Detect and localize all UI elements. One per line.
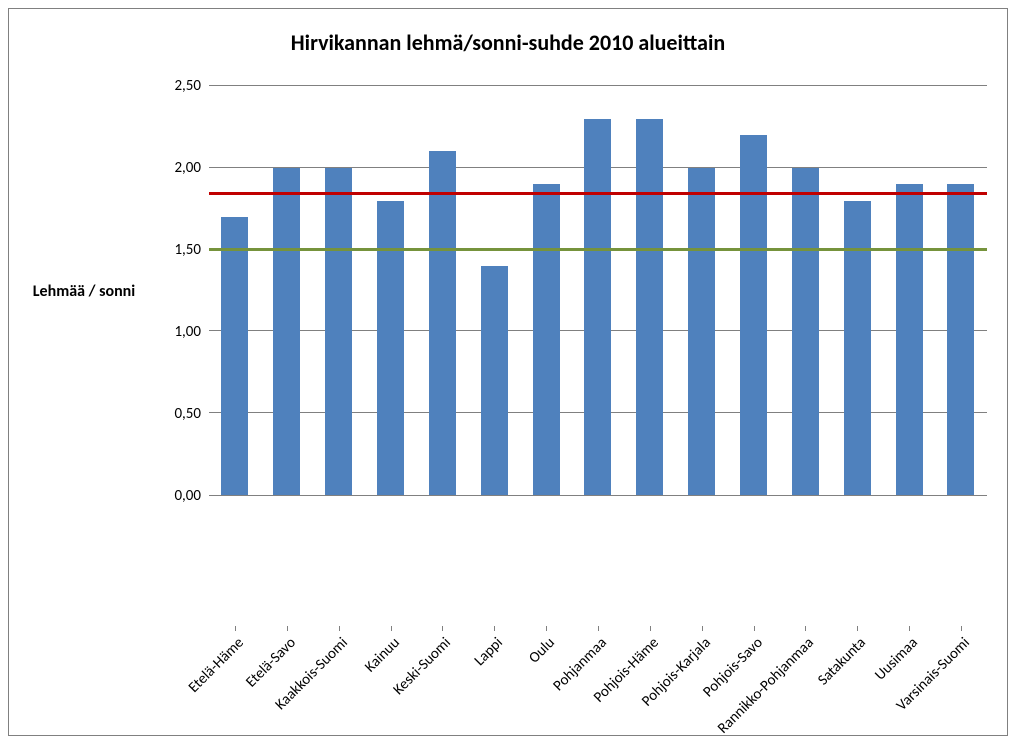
bar [377,201,404,495]
x-tick-label: Kainuu [361,634,403,676]
bar-slot [572,86,624,495]
plot-area [209,86,987,496]
bar [844,201,871,495]
y-axis: 0,000,501,001,502,002,50 [159,86,209,496]
x-tick-slot: Rannikko-Pohjanmaa [779,626,831,756]
bar-slot [728,86,780,495]
x-tick-slot: Lappi [468,626,520,756]
bar [325,168,352,495]
reference-line [209,192,987,195]
bar-slot [676,86,728,495]
bar [584,119,611,495]
bar-slot [935,86,987,495]
tick-mark [754,626,755,631]
reference-line [209,248,987,251]
x-tick-label: Lappi [471,634,507,670]
x-tick-label: Etelä-Häme [185,634,248,697]
bar-slot [313,86,365,495]
bar [896,184,923,495]
tick-mark [909,626,910,631]
tick-mark [546,626,547,631]
x-tick-slot: Satakunta [831,626,883,756]
tick-mark [857,626,858,631]
bar-slot [883,86,935,495]
bars-container [209,86,987,495]
bar [481,266,508,495]
tick-mark [494,626,495,631]
x-axis: Etelä-HämeEtelä-SavoKaakkois-SuomiKainuu… [209,626,987,756]
y-tick-label: 2,50 [174,77,201,95]
bar-slot [468,86,520,495]
y-tick-label: 0,00 [174,487,201,505]
tick-mark [702,626,703,631]
tick-mark [442,626,443,631]
chart-title: Hirvikannan lehmä/sonni-suhde 2010 aluei… [9,29,1007,56]
bar-slot [365,86,417,495]
tick-mark [235,626,236,631]
tick-mark [961,626,962,631]
x-tick-slot: Varsinais-Suomi [935,626,987,756]
bar-slot [779,86,831,495]
chart-frame: Hirvikannan lehmä/sonni-suhde 2010 aluei… [8,8,1008,736]
bar-slot [624,86,676,495]
bar [740,135,767,495]
bar [688,168,715,495]
bar-slot [831,86,883,495]
bar-slot [261,86,313,495]
bar [792,168,819,495]
bar [636,119,663,495]
bar [947,184,974,495]
tick-mark [650,626,651,631]
y-tick-label: 1,00 [174,323,201,341]
y-tick-label: 2,00 [174,159,201,177]
tick-mark [598,626,599,631]
y-tick-label: 1,50 [174,241,201,259]
bar [533,184,560,495]
y-tick-label: 0,50 [174,405,201,423]
tick-mark [805,626,806,631]
chart-body: Lehmää / sonni 0,000,501,001,502,002,50 [9,86,1007,626]
bar-slot [416,86,468,495]
bar [273,168,300,495]
x-tick-slot: Keski-Suomi [416,626,468,756]
tick-mark [339,626,340,631]
bar-slot [520,86,572,495]
bar-slot [209,86,261,495]
x-tick-slot: Kaakkois-Suomi [313,626,365,756]
tick-mark [391,626,392,631]
bar [221,217,248,495]
x-tick-slot: Etelä-Häme [209,626,261,756]
y-axis-label: Lehmää / sonni [9,86,159,496]
tick-mark [287,626,288,631]
bar [429,151,456,495]
x-tick-label: Oulu [525,634,558,667]
